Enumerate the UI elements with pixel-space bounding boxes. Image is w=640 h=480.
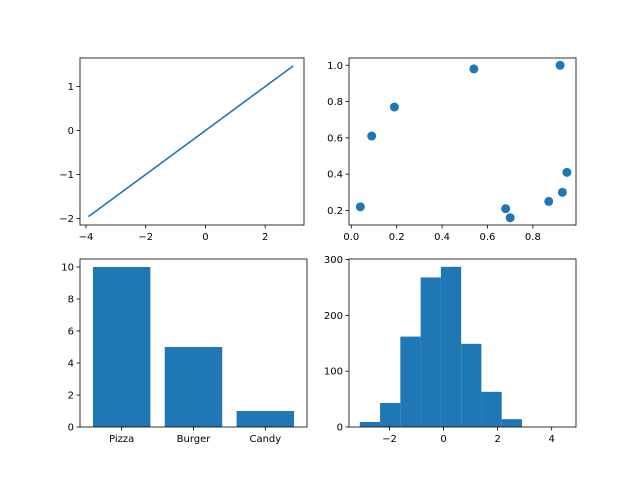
bar-plot-x-tick-label: Burger — [177, 434, 212, 445]
histogram-bin — [359, 421, 381, 427]
scatter-plot-y-tick-label: 0.4 — [327, 170, 343, 181]
bar-burger — [164, 347, 223, 427]
line-plot-frame — [79, 57, 305, 226]
histogram-plot-x-tick-label: 2 — [494, 434, 500, 445]
bar-plot-x-tick-label: Pizza — [109, 434, 134, 445]
bar-plot-y-tick-label: 4 — [68, 359, 74, 370]
bar-plot-y-tick-label: 2 — [68, 391, 74, 402]
histogram-bin — [420, 277, 441, 427]
histogram-plot-x-tick-label: 4 — [548, 434, 554, 445]
histogram-plot-y-tick-label: 100 — [324, 367, 343, 378]
bar-pizza — [92, 267, 151, 427]
scatter-plot: 0.0 0.2 0.4 0.6 0.8 0.2 0.4 0.6 0.8 1.0 — [327, 57, 577, 243]
histogram-bin — [380, 403, 401, 427]
scatter-point — [505, 213, 515, 223]
line-plot-y-tick-label: 0 — [68, 126, 74, 137]
histogram-bin — [501, 419, 522, 427]
bar-plot-y-tick-label: 10 — [61, 263, 74, 274]
bar-plot-y-tick-label: 0 — [68, 423, 74, 434]
scatter-plot-x-tick-label: 0.0 — [343, 232, 359, 243]
line-plot-x-tick-label: 2 — [262, 232, 268, 243]
histogram-plot-y-tick-label: 200 — [324, 311, 343, 322]
scatter-plot-x-tick-label: 0.2 — [389, 232, 405, 243]
scatter-point — [389, 102, 399, 112]
scatter-plot-x-tick-label: 0.4 — [434, 232, 450, 243]
scatter-point — [544, 196, 554, 206]
scatter-plot-x-tick-label: 0.6 — [480, 232, 496, 243]
scatter-plot-x-tick-label: 0.8 — [525, 232, 541, 243]
bar-plot: Pizza Burger Candy 0 2 4 6 8 10 — [61, 258, 308, 445]
line-plot-y-tick-label: −2 — [59, 214, 74, 225]
histogram-bin — [461, 343, 482, 427]
line-plot: −4 −2 0 2 −2 −1 0 1 — [59, 57, 305, 243]
bar-candy — [236, 411, 295, 427]
scatter-point — [367, 131, 377, 141]
line-plot-y-tick-label: −1 — [59, 170, 74, 181]
line-plot-x-tick-label: −4 — [79, 232, 94, 243]
histogram-bin — [481, 391, 502, 427]
histogram-bin — [440, 266, 462, 427]
line-plot-y-tick-label: 1 — [68, 82, 74, 93]
histogram-plot: −2 0 2 4 0 100 200 300 — [324, 255, 577, 445]
bar-plot-y-tick-label: 6 — [68, 327, 74, 338]
scatter-plot-y-tick-label: 0.8 — [327, 97, 343, 108]
scatter-plot-y-tick-label: 0.6 — [327, 133, 343, 144]
scatter-plot-frame — [348, 57, 577, 226]
histogram-plot-y-tick-label: 0 — [337, 423, 343, 434]
scatter-point — [562, 167, 572, 177]
scatter-point — [501, 204, 511, 214]
scatter-point — [557, 187, 567, 197]
scatter-plot-y-tick-label: 0.2 — [327, 206, 343, 217]
line-plot-x-tick-label: 0 — [202, 232, 208, 243]
bar-plot-y-tick-label: 8 — [68, 295, 74, 306]
scatter-point — [355, 202, 365, 212]
line-plot-x-tick-label: −2 — [138, 232, 153, 243]
histogram-bin — [400, 336, 421, 427]
scatter-point — [555, 60, 565, 70]
bar-plot-frame — [79, 258, 308, 428]
histogram-plot-x-tick-label: 0 — [440, 434, 446, 445]
line-series — [87, 65, 294, 218]
histogram-plot-x-tick-label: −2 — [382, 434, 397, 445]
scatter-plot-y-tick-label: 1.0 — [327, 61, 343, 72]
bar-plot-x-tick-label: Candy — [249, 434, 281, 445]
scatter-point — [469, 64, 479, 74]
histogram-plot-y-tick-label: 300 — [324, 255, 343, 266]
histogram-plot-frame — [348, 258, 577, 428]
